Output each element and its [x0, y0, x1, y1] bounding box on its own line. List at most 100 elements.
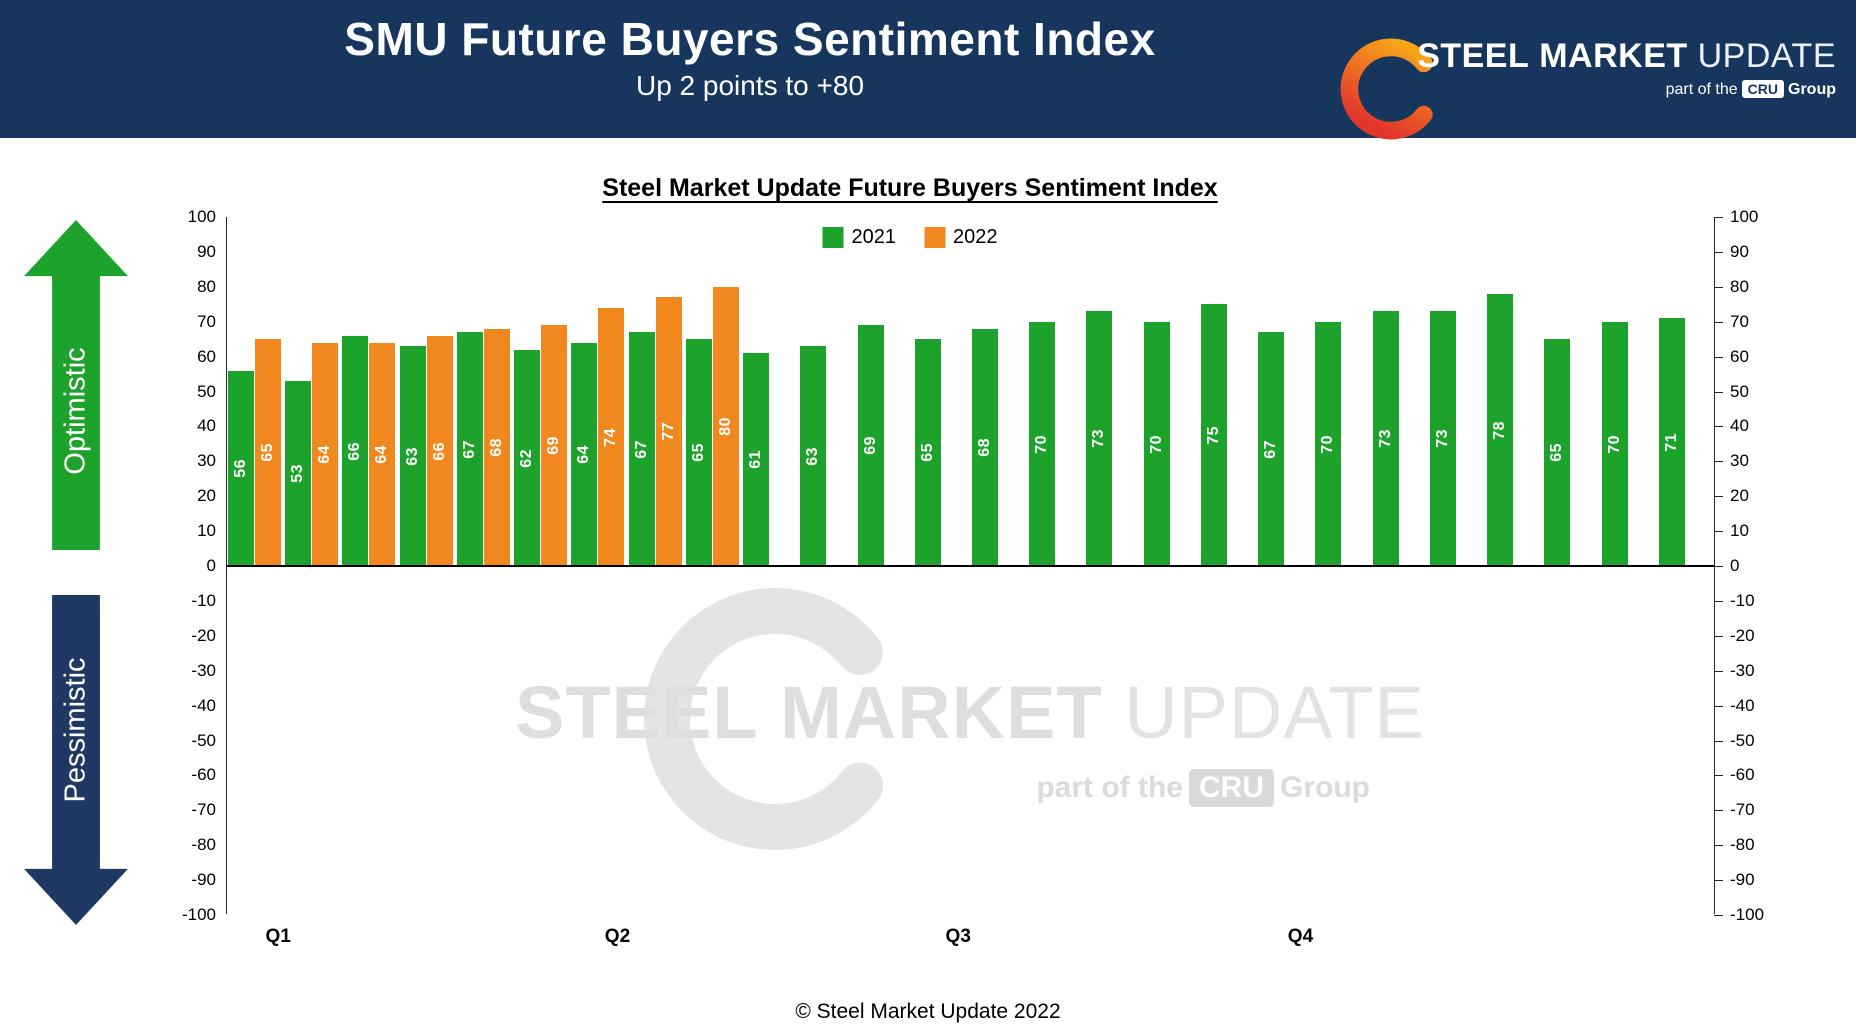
- y-axis-tick-label-right: -90: [1730, 870, 1755, 890]
- copyright-text: © Steel Market Update 2022: [795, 1000, 1061, 1023]
- y-axis-tick-label-left: 30: [197, 451, 216, 471]
- y-axis-tick-label-right: -20: [1730, 625, 1755, 645]
- watermark-crescent-icon: [644, 588, 906, 850]
- bar-value-label: 78: [1491, 420, 1509, 440]
- bar-2021: 68: [972, 329, 998, 566]
- y-axis-tick-label-left: -20: [191, 625, 216, 645]
- logo-update-text: UPDATE: [1697, 37, 1836, 75]
- bar-2022: 64: [312, 343, 339, 566]
- y-axis-tick-label-right: -100: [1730, 905, 1765, 924]
- y-axis-tick-label-right: 0: [1730, 556, 1740, 575]
- y-axis-tick-mark: [1714, 391, 1723, 393]
- y-axis-tick-mark: [1714, 461, 1723, 463]
- bar-2021: 62: [514, 350, 541, 566]
- bar-2021: 67: [456, 332, 483, 566]
- y-axis-tick-label-right: -10: [1730, 590, 1755, 610]
- bar-2022: 77: [655, 297, 682, 566]
- plot-area: 56 65 53 64 66 64 63 66 67 68 62 69 64 74 67 77 65 80 61 63…: [226, 217, 1714, 914]
- logo-tagline: part of the CRU Group: [1417, 80, 1836, 99]
- bar-2021: 63: [800, 346, 827, 566]
- smu-logo-inner: STEEL MARKET UPDATE part of the CRU Group: [1340, 37, 1836, 140]
- header-text: SMU Future Buyers Sentiment Index Up 2 p…: [0, 0, 1500, 138]
- y-axis-tick-label-right: -60: [1730, 765, 1755, 785]
- y-axis-tick-label-left: 0: [206, 556, 216, 575]
- y-axis-tick-mark: [1714, 670, 1723, 672]
- bar-value-label: 63: [403, 446, 421, 466]
- bar-value-label: 53: [289, 464, 307, 483]
- logo-market-text: MARKET: [1539, 37, 1688, 75]
- y-axis-tick-label-right: 30: [1730, 451, 1749, 471]
- bar-value-label: 64: [373, 445, 391, 464]
- bar-value-label: 68: [487, 438, 505, 457]
- bar-2021: 66: [342, 336, 369, 566]
- y-axis-tick-mark: [1714, 880, 1723, 882]
- bar-2021: 71: [1658, 318, 1685, 566]
- watermark-cru-badge: CRU: [1189, 769, 1274, 807]
- bar-2021: 73: [1086, 311, 1113, 566]
- y-axis-tick-mark: [1714, 740, 1723, 742]
- bar-value-label: 67: [632, 439, 650, 459]
- bar-value-label: 70: [1147, 434, 1165, 454]
- y-axis-tick-mark: [1714, 600, 1723, 602]
- y-axis-tick-label-left: -90: [191, 870, 216, 890]
- bar-value-label: 73: [1090, 429, 1108, 448]
- y-axis-tick-mark: [1714, 496, 1723, 498]
- y-axis-tick-label-right: 20: [1730, 486, 1749, 506]
- bar-value-label: 65: [259, 443, 276, 462]
- watermark-market-text: MARKET: [780, 671, 1103, 754]
- bar-2021: 67: [1258, 332, 1285, 566]
- y-axis-tick-mark: [1714, 426, 1723, 428]
- bar-value-label: 64: [316, 445, 334, 464]
- smu-crescent-icon: [1340, 38, 1442, 140]
- bar-2021: 56: [228, 371, 254, 566]
- bar-value-label: 70: [1605, 434, 1623, 454]
- watermark-group-text: Group: [1280, 771, 1370, 804]
- logo-steel-text: STEEL: [1417, 37, 1530, 75]
- bar-2021: 78: [1487, 294, 1514, 566]
- watermark: STEEL MARKET UPDATE part of the CRU Group: [510, 588, 1430, 878]
- bar-value-label: 71: [1662, 432, 1680, 452]
- y-axis-tick-label-left: 60: [197, 346, 216, 366]
- page-title: SMU Future Buyers Sentiment Index: [344, 13, 1156, 65]
- bar-value-label: 70: [1033, 434, 1051, 454]
- bar-value-label: 73: [1433, 429, 1451, 448]
- bar-2021: 65: [1544, 339, 1571, 566]
- chart-title: Steel Market Update Future Buyers Sentim…: [602, 174, 1218, 202]
- legend-swatch-2022: [924, 227, 945, 248]
- bar-value-label: 70: [1319, 434, 1337, 454]
- bar-value-label: 77: [659, 422, 677, 441]
- y-axis-tick-label-left: -70: [191, 800, 216, 820]
- bar-2021: 67: [628, 332, 655, 566]
- y-axis-tick-label-left: 80: [197, 276, 216, 296]
- x-axis-label-q2: Q2: [604, 926, 631, 947]
- bar-2022: 65: [255, 339, 281, 566]
- bar-value-label: 69: [861, 436, 879, 455]
- logo-group-text: Group: [1788, 81, 1836, 98]
- bar-value-label: 67: [1262, 439, 1280, 459]
- y-axis-tick-label-left: 50: [197, 381, 216, 401]
- bar-2021: 69: [857, 325, 884, 566]
- bar-value-label: 63: [804, 446, 822, 466]
- y-axis-tick-label-right: -80: [1730, 835, 1755, 855]
- y-axis-tick-label-right: 50: [1730, 381, 1749, 401]
- header-banner: SMU Future Buyers Sentiment Index Up 2 p…: [0, 0, 1856, 140]
- bar-value-label: 73: [1376, 429, 1394, 448]
- y-axis-tick-mark: [1714, 845, 1723, 847]
- y-axis-tick-mark: [1714, 775, 1723, 777]
- bar-2021: 70: [1143, 322, 1170, 566]
- bar-2022: 74: [598, 308, 625, 566]
- y-axis-tick-mark: [1714, 531, 1723, 533]
- bar-2021: 70: [1315, 322, 1342, 566]
- y-axis-tick-mark: [1714, 217, 1723, 218]
- y-axis-tick-mark: [1714, 705, 1723, 707]
- bar-value-label: 75: [1204, 425, 1222, 445]
- legend-label-2022: 2022: [953, 226, 998, 248]
- bar-2021: 70: [1029, 322, 1056, 566]
- pessimistic-label: Pessimistic: [59, 657, 92, 803]
- y-axis-tick-mark: [1714, 286, 1723, 288]
- y-axis-tick-mark: [1714, 915, 1723, 916]
- y-axis-tick-label-right: -40: [1730, 695, 1755, 715]
- y-axis-tick-label-left: -80: [191, 835, 216, 855]
- y-axis-tick-label-left: -10: [191, 590, 216, 610]
- zero-axis-line: [226, 565, 1715, 567]
